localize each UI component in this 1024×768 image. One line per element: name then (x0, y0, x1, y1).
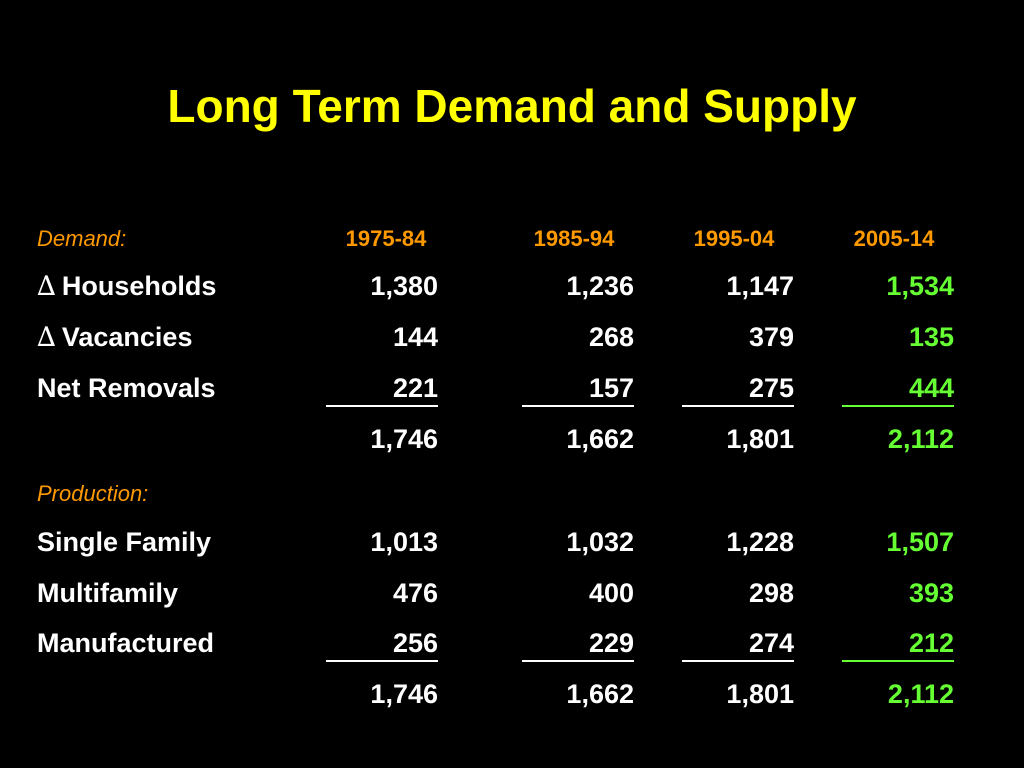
underline-rule (682, 660, 794, 662)
total-cell: 2,112 (887, 424, 954, 454)
underline-rule (326, 660, 438, 662)
value-cell: 212 (908, 628, 954, 658)
value-cell: 221 (392, 373, 438, 403)
value-cell: 1,507 (886, 527, 954, 557)
value-cell: 298 (748, 578, 794, 608)
value-cell: 400 (588, 578, 634, 608)
value-cell: 1,147 (726, 271, 794, 301)
value-cell: 157 (588, 373, 634, 403)
value-cell: 256 (392, 628, 438, 658)
total-cell: 2,112 (887, 679, 954, 709)
table-row: ∆ Vacancies 144 268 379 135 (0, 317, 1024, 357)
total-cell: 1,662 (566, 424, 634, 454)
underline-rule (842, 660, 954, 662)
underline-rule (522, 405, 634, 407)
value-cell: 1,534 (886, 271, 954, 301)
row-label: ∆ Vacancies (37, 317, 192, 358)
demand-section-label: Demand: (37, 226, 127, 251)
value-cell: 379 (748, 322, 794, 352)
total-cell: 1,801 (726, 424, 794, 454)
delta-symbol: ∆ (37, 322, 56, 353)
period-1975-84: 1975-84 (345, 226, 427, 251)
value-cell: 444 (908, 373, 954, 403)
value-cell: 275 (748, 373, 794, 403)
value-cell: 144 (392, 322, 438, 352)
production-total-row: 1,746 1,662 1,801 2,112 (0, 674, 1024, 714)
underline-rule (522, 660, 634, 662)
production-header-row: Production: (0, 474, 1024, 514)
value-cell: 1,236 (566, 271, 634, 301)
period-2005-14: 2005-14 (853, 226, 935, 251)
row-label: Manufactured (37, 628, 215, 658)
value-cell: 229 (588, 628, 634, 658)
row-label-text: Vacancies (61, 322, 193, 352)
table-row: Manufactured 256 229 274 212 (0, 623, 1024, 663)
row-label: Net Removals (37, 373, 216, 403)
demand-header-row: Demand: 1975-84 1985-94 1995-04 2005-14 (0, 219, 1024, 259)
value-cell: 268 (588, 322, 634, 352)
underline-rule (842, 405, 954, 407)
value-cell: 1,380 (370, 271, 438, 301)
slide-title: Long Term Demand and Supply (167, 80, 857, 132)
value-cell: 1,032 (566, 527, 634, 557)
value-cell: 1,228 (726, 527, 794, 557)
row-label: Single Family (37, 527, 212, 557)
period-1995-04: 1995-04 (693, 226, 775, 251)
table-row: Multifamily 476 400 298 393 (0, 573, 1024, 613)
value-cell: 1,013 (370, 527, 438, 557)
underline-rule (682, 405, 794, 407)
row-label: Multifamily (37, 578, 179, 608)
table-row: ∆ Households 1,380 1,236 1,147 1,534 (0, 266, 1024, 306)
table-row: Net Removals 221 157 275 444 (0, 368, 1024, 408)
value-cell: 135 (908, 322, 954, 352)
delta-symbol: ∆ (37, 271, 56, 302)
value-cell: 476 (392, 578, 438, 608)
value-cell: 393 (908, 578, 954, 608)
total-cell: 1,746 (370, 424, 438, 454)
row-label: ∆ Households (37, 266, 216, 307)
production-section-label: Production: (37, 481, 149, 506)
demand-total-row: 1,746 1,662 1,801 2,112 (0, 419, 1024, 459)
row-label-text: Households (61, 271, 217, 301)
total-cell: 1,801 (726, 679, 794, 709)
table-row: Single Family 1,013 1,032 1,228 1,507 (0, 522, 1024, 562)
value-cell: 274 (748, 628, 794, 658)
underline-rule (326, 405, 438, 407)
total-cell: 1,662 (566, 679, 634, 709)
period-1985-94: 1985-94 (533, 226, 615, 251)
total-cell: 1,746 (370, 679, 438, 709)
